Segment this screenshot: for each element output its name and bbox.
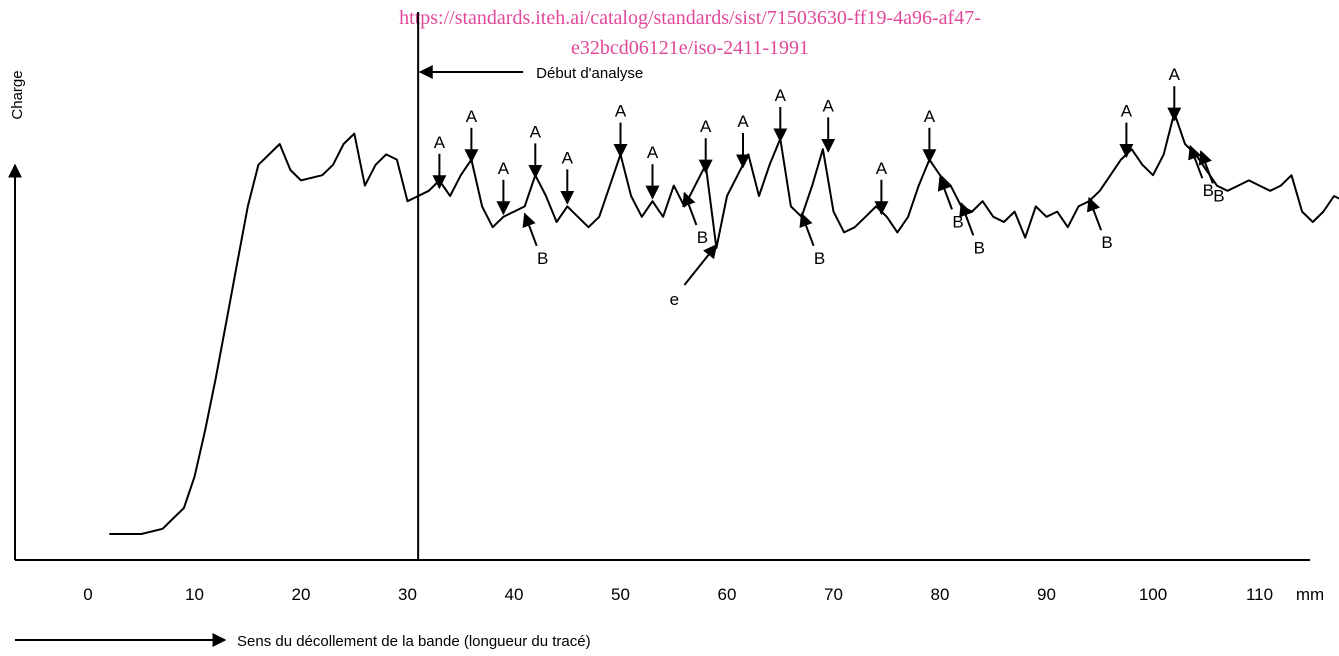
annotation-arrow	[682, 191, 698, 226]
x-tick-label: 30	[398, 585, 417, 604]
x-tick-label: 10	[185, 585, 204, 604]
annotation-label: A	[562, 148, 574, 167]
x-axis-label: Sens du décollement de la bande (longueu…	[237, 633, 591, 650]
x-tick-label: 40	[505, 585, 524, 604]
x-tick-label: 60	[718, 585, 737, 604]
annotation-label: A	[530, 122, 542, 141]
analysis-start-label: Début d'analyse	[536, 65, 643, 82]
annotation-arrow	[1086, 196, 1103, 231]
x-tick-label: 110	[1246, 585, 1273, 604]
annotation-label: B	[814, 249, 825, 268]
annotation-label: B	[952, 212, 963, 231]
annotation-label: A	[775, 86, 787, 105]
x-tick-label: 100	[1139, 585, 1167, 604]
x-tick-label: 70	[824, 585, 843, 604]
annotation-label: A	[434, 133, 446, 152]
annotation-label: A	[647, 143, 659, 162]
annotation-arrow	[799, 212, 815, 247]
annotation-label: A	[823, 96, 835, 115]
annotation-label: A	[498, 159, 510, 178]
annotation-label: A	[1169, 65, 1181, 84]
x-tick-label: 80	[931, 585, 950, 604]
annotation-arrow	[1188, 144, 1204, 179]
annotation-arrow	[959, 202, 975, 236]
x-tick-label: 50	[611, 585, 630, 604]
annotation-label: A	[737, 112, 749, 131]
x-tick-labels: 0102030405060708090100110120130140150160	[83, 585, 1273, 604]
series-line	[109, 111, 1339, 535]
x-axis-unit: mm	[1296, 585, 1324, 604]
x-tick-label: 0	[83, 585, 92, 604]
annotation-label: A	[924, 107, 936, 126]
x-tick-label: 20	[292, 585, 311, 604]
annotation-arrow	[937, 176, 953, 210]
annotation-group: AAABAAAABAeAABAAABBBAABBeA	[432, 65, 1225, 309]
series-group	[109, 111, 1339, 535]
annotation-label: A	[466, 107, 478, 126]
annotation-arrow	[1198, 150, 1214, 184]
annotation-label: A	[700, 117, 712, 136]
watermark-line-1: https://standards.iteh.ai/catalog/standa…	[399, 7, 981, 29]
annotation-label: B	[1213, 186, 1224, 205]
annotation-label: B	[1203, 181, 1214, 200]
annotation-label: e	[670, 290, 679, 309]
annotation-label: B	[537, 249, 548, 268]
annotation-arrow	[522, 212, 538, 247]
annotation-label: A	[876, 159, 888, 178]
watermark-line-2: e32bcd06121e/iso-2411-1991	[571, 37, 809, 59]
annotation-label: A	[1121, 102, 1133, 121]
annotation-label: B	[974, 238, 985, 257]
annotation-label: B	[1101, 233, 1112, 252]
y-axis-label: Charge	[9, 70, 26, 119]
x-tick-label: 90	[1037, 585, 1056, 604]
annotation-arrow	[683, 243, 718, 286]
annotation-label: B	[697, 228, 708, 247]
annotation-label: A	[615, 102, 627, 121]
